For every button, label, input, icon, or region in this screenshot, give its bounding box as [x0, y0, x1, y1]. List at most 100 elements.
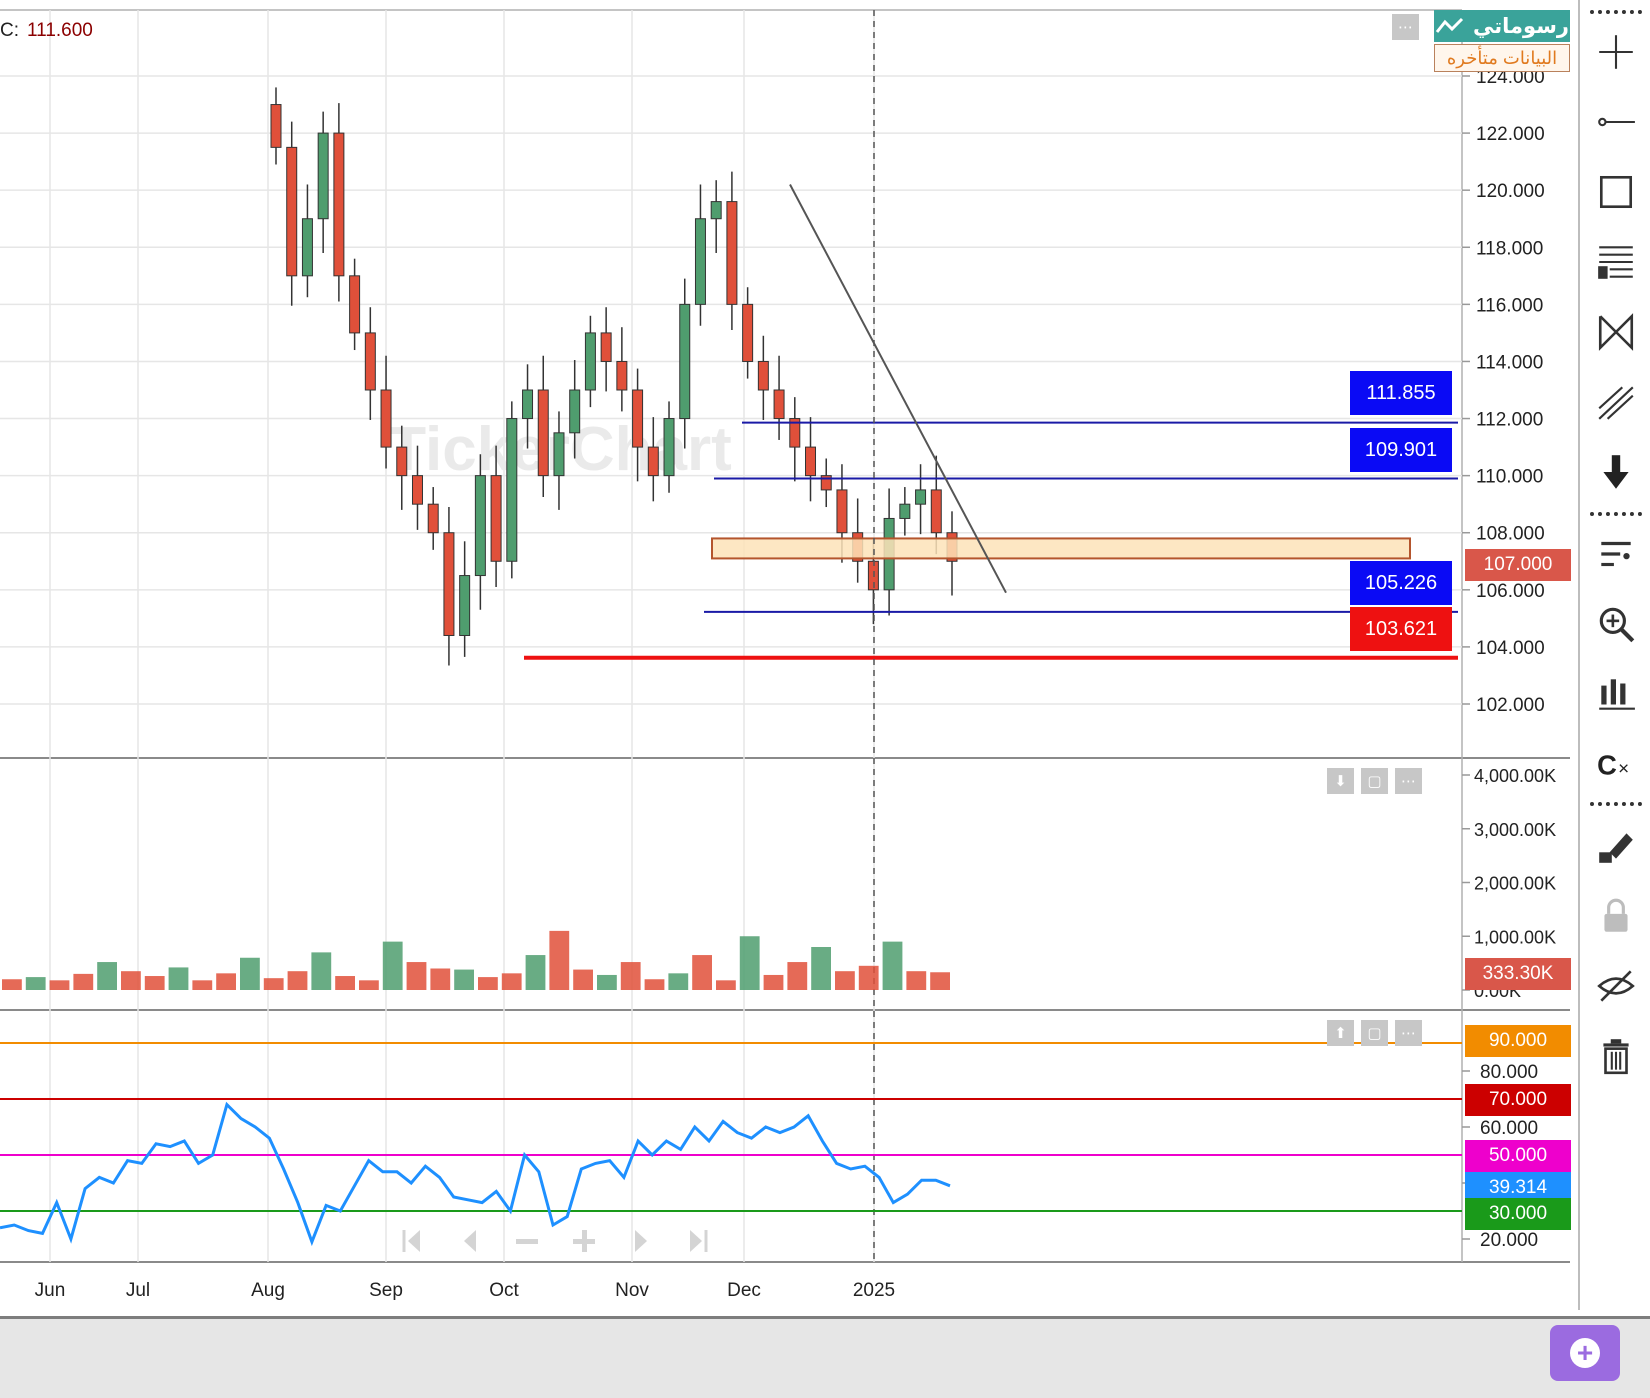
volume-bar — [168, 967, 189, 990]
price-tag-109901: 109.901 — [1350, 428, 1452, 472]
rsi-level-label: 70.000 — [1488, 1089, 1548, 1110]
toolbar-separator — [1590, 10, 1642, 20]
candle-body — [506, 418, 518, 562]
volume-bar — [311, 952, 332, 990]
volume-bar — [597, 974, 617, 990]
candle-body — [742, 303, 754, 362]
rsi-level-70-tag: 70.000 — [1465, 1084, 1571, 1116]
supply-demand-zone — [711, 537, 1411, 560]
pitchfork-icon — [1598, 386, 1634, 420]
volume-bar — [835, 971, 855, 990]
time-axis-bg — [0, 1268, 1570, 1310]
volume-bar — [478, 977, 498, 990]
crosshair-icon — [1599, 35, 1633, 69]
rsi-more-button[interactable]: ⋯ — [1395, 1020, 1422, 1046]
minus-icon[interactable] — [516, 1239, 538, 1244]
rsi-maximize-button[interactable]: ▢ — [1361, 1020, 1388, 1046]
volume-maximize-button[interactable]: ▢ — [1361, 768, 1388, 794]
candle-body — [443, 532, 455, 636]
fibonacci-tool[interactable] — [1590, 238, 1642, 286]
rsi-expand-button[interactable]: ⬆ — [1327, 1020, 1354, 1046]
volume-bar — [335, 976, 355, 990]
svg-text:×: × — [1618, 759, 1629, 780]
chart-canvas[interactable]: 124.000 122.000 120.000 118.000 116.000 114.0… — [0, 0, 1570, 1310]
arrow-down-tool[interactable] — [1590, 448, 1642, 496]
price-tick-label: 104.000 — [1476, 638, 1545, 659]
rectangle-icon — [1599, 175, 1633, 209]
rsi-tick-label: 80.000 — [1480, 1062, 1538, 1083]
bottom-bar — [0, 1316, 1650, 1398]
volume-bar — [787, 962, 808, 990]
hide-icon — [1597, 970, 1635, 1002]
candle-body — [710, 201, 722, 220]
volume-bar — [240, 957, 260, 990]
volume-bar — [216, 973, 236, 990]
price-tick-label: 102.000 — [1476, 695, 1545, 716]
navigation-controls — [402, 1230, 708, 1252]
candle-body — [647, 446, 659, 477]
volume-tick-label: 1,000.00K — [1474, 927, 1556, 947]
zoom-tool[interactable] — [1590, 600, 1642, 648]
step-back-icon[interactable] — [464, 1230, 476, 1252]
add-chart-button[interactable]: + — [1550, 1325, 1620, 1381]
line-chart-icon — [1435, 17, 1464, 33]
rsi-level-50-tag: 50.000 — [1465, 1140, 1571, 1172]
candle-body — [820, 475, 832, 491]
volume-bar — [454, 969, 474, 990]
price-tick-label: 120.000 — [1476, 181, 1545, 202]
candle-body — [364, 332, 376, 391]
delete-drawings-tool[interactable] — [1590, 1032, 1642, 1080]
candle-body — [301, 218, 313, 277]
price-tag-label: 109.901 — [1364, 438, 1438, 461]
brand-badge[interactable]: رسوماتي — [1434, 10, 1570, 42]
chart-area[interactable]: 124.000 122.000 120.000 118.000 116.000 114.0… — [0, 0, 1571, 1310]
candle-body — [663, 418, 675, 477]
compare-tool[interactable]: C × — [1590, 740, 1642, 788]
brand-name: رسوماتي — [1473, 14, 1569, 38]
lock-tool[interactable] — [1590, 892, 1642, 940]
price-tag-103621: 103.621 — [1350, 607, 1452, 651]
indicators-tool[interactable] — [1590, 530, 1642, 578]
volume-bar — [25, 977, 46, 990]
volume-bar — [668, 973, 689, 990]
volume-bar — [763, 974, 784, 990]
volume-bar — [49, 980, 70, 990]
ohlc-label: C: — [0, 20, 19, 41]
pitchfork-tool[interactable] — [1590, 378, 1642, 426]
ohlc-value: 111.600 — [27, 20, 93, 41]
candle-body — [569, 389, 581, 434]
price-tick-label: 108.000 — [1476, 524, 1545, 545]
bar-style-tool[interactable] — [1590, 670, 1642, 718]
svg-text:C: C — [1597, 750, 1617, 781]
candle-body — [396, 446, 408, 477]
main-more-button[interactable]: ⋯ — [1392, 14, 1419, 40]
crosshair-tool[interactable] — [1590, 28, 1642, 76]
volume-bar — [692, 955, 712, 990]
pattern-tool[interactable] — [1590, 308, 1642, 356]
candle-body — [522, 389, 534, 420]
candle-body — [427, 503, 439, 534]
volume-bar — [97, 962, 117, 990]
price-tick-label: 112.000 — [1476, 410, 1543, 431]
volume-collapse-button[interactable]: ⬇ — [1327, 768, 1354, 794]
volume-bar — [501, 973, 522, 990]
fibonacci-icon — [1598, 246, 1633, 279]
candle-body — [757, 360, 769, 391]
volume-bar — [573, 969, 593, 990]
candle-body — [333, 132, 345, 277]
plus-icon[interactable] — [573, 1230, 595, 1252]
candle-body — [474, 475, 486, 577]
hide-drawings-tool[interactable] — [1590, 962, 1642, 1010]
time-tick-label: Aug — [251, 1280, 285, 1301]
indicators-icon — [1601, 541, 1631, 567]
skip-to-end-icon[interactable] — [690, 1230, 708, 1252]
volume-more-button[interactable]: ⋯ — [1395, 768, 1422, 794]
step-forward-icon[interactable] — [635, 1230, 647, 1252]
arrow-down-icon — [1603, 455, 1629, 489]
horizontal-line-tool[interactable] — [1590, 98, 1642, 146]
price-tag-111855: 111.855 — [1350, 371, 1452, 415]
draw-lock-tool[interactable] — [1590, 822, 1642, 870]
rectangle-tool[interactable] — [1590, 168, 1642, 216]
skip-to-start-icon[interactable] — [402, 1230, 420, 1252]
candle-body — [553, 432, 565, 477]
